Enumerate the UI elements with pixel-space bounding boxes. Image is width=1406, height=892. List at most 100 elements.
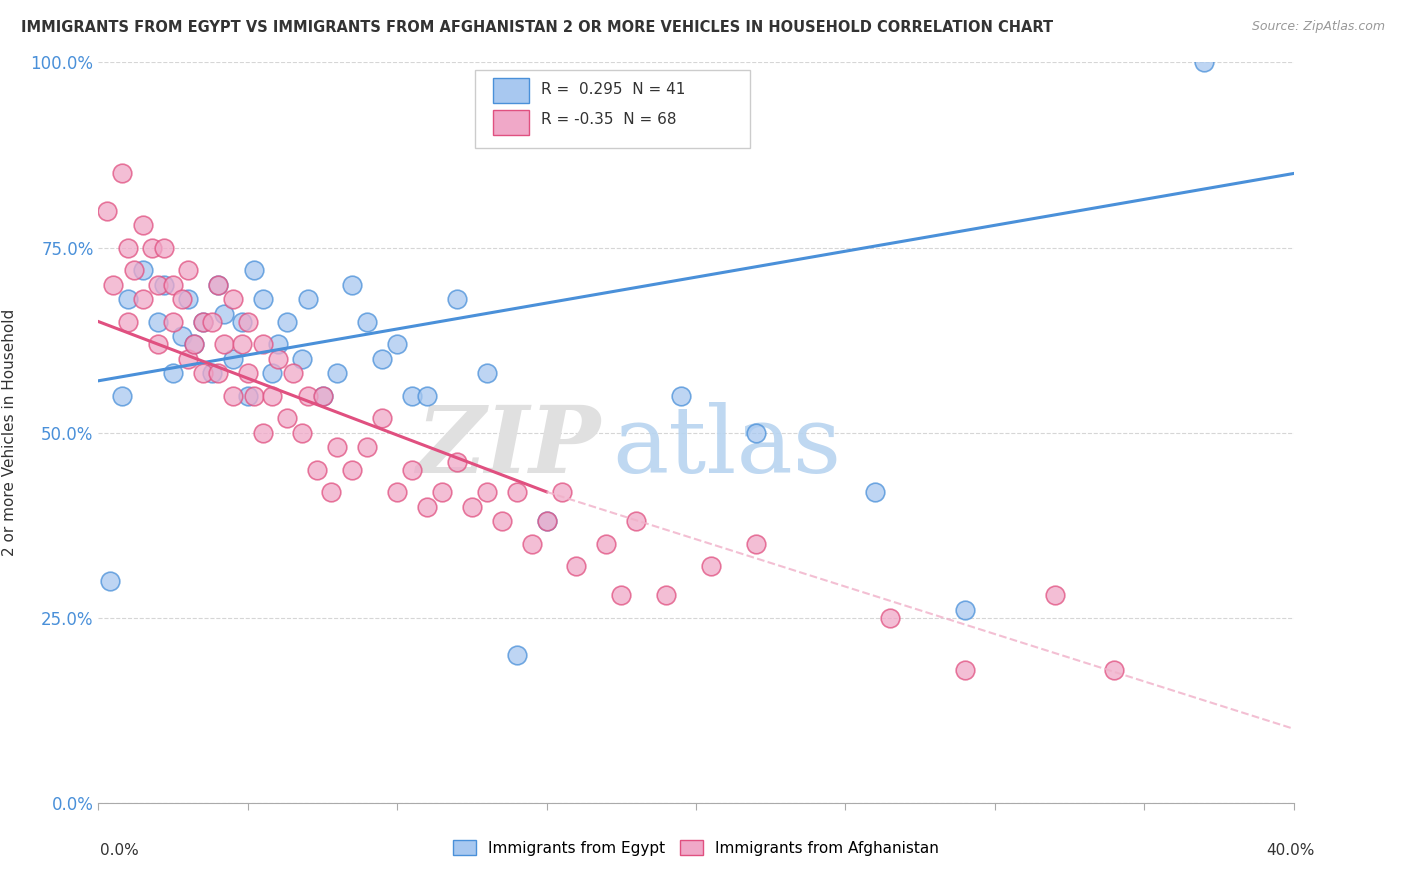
- Point: [236, 314, 259, 328]
- Point: [177, 262, 200, 277]
- Point: [356, 441, 378, 455]
- Point: [305, 462, 328, 476]
- Point: [111, 388, 134, 402]
- Point: [243, 262, 266, 277]
- Point: [297, 388, 319, 402]
- Point: [191, 314, 214, 328]
- Point: [191, 367, 214, 381]
- Point: [212, 336, 235, 351]
- Point: [565, 558, 588, 573]
- Point: [177, 351, 200, 366]
- Point: [243, 388, 266, 402]
- Point: [506, 484, 529, 499]
- Point: [162, 367, 184, 381]
- Point: [222, 293, 245, 307]
- Point: [148, 336, 170, 351]
- Point: [371, 351, 394, 366]
- Point: [260, 367, 283, 381]
- Point: [1043, 589, 1066, 603]
- Point: [117, 314, 139, 328]
- Point: [401, 388, 423, 402]
- Point: [183, 336, 205, 351]
- Point: [385, 336, 409, 351]
- Text: Source: ZipAtlas.com: Source: ZipAtlas.com: [1251, 20, 1385, 33]
- Point: [172, 293, 194, 307]
- Point: [231, 314, 253, 328]
- Point: [953, 663, 976, 677]
- Point: [281, 367, 304, 381]
- Point: [416, 388, 439, 402]
- Point: [371, 410, 394, 425]
- Point: [326, 441, 349, 455]
- Text: IMMIGRANTS FROM EGYPT VS IMMIGRANTS FROM AFGHANISTAN 2 OR MORE VEHICLES IN HOUSE: IMMIGRANTS FROM EGYPT VS IMMIGRANTS FROM…: [21, 20, 1053, 35]
- Point: [236, 388, 259, 402]
- Legend: Immigrants from Egypt, Immigrants from Afghanistan: Immigrants from Egypt, Immigrants from A…: [447, 834, 945, 862]
- Point: [626, 515, 648, 529]
- Point: [745, 536, 768, 550]
- Point: [356, 314, 378, 328]
- Point: [342, 462, 364, 476]
- Point: [132, 293, 155, 307]
- Point: [267, 351, 290, 366]
- Point: [117, 293, 139, 307]
- Point: [236, 367, 259, 381]
- Point: [291, 351, 314, 366]
- Y-axis label: 2 or more Vehicles in Household: 2 or more Vehicles in Household: [1, 309, 17, 557]
- Point: [385, 484, 409, 499]
- Point: [162, 314, 184, 328]
- Point: [491, 515, 513, 529]
- Point: [252, 293, 274, 307]
- Point: [520, 536, 543, 550]
- Text: 0.0%: 0.0%: [100, 843, 139, 858]
- Point: [291, 425, 314, 440]
- Point: [260, 388, 283, 402]
- Point: [207, 277, 229, 292]
- Point: [475, 367, 498, 381]
- Point: [117, 240, 139, 255]
- Point: [177, 293, 200, 307]
- Point: [124, 262, 146, 277]
- Point: [430, 484, 453, 499]
- Point: [446, 293, 468, 307]
- FancyBboxPatch shape: [494, 78, 529, 103]
- Point: [201, 367, 224, 381]
- Point: [148, 277, 170, 292]
- Point: [401, 462, 423, 476]
- Point: [231, 336, 253, 351]
- Point: [326, 367, 349, 381]
- Point: [153, 240, 176, 255]
- Point: [191, 314, 214, 328]
- Point: [132, 262, 155, 277]
- Point: [252, 336, 274, 351]
- Point: [96, 203, 118, 218]
- Point: [342, 277, 364, 292]
- Point: [1192, 55, 1215, 70]
- Point: [1104, 663, 1126, 677]
- FancyBboxPatch shape: [494, 110, 529, 135]
- Text: 40.0%: 40.0%: [1267, 843, 1315, 858]
- Point: [148, 314, 170, 328]
- Point: [865, 484, 887, 499]
- Point: [132, 219, 155, 233]
- Point: [153, 277, 176, 292]
- Point: [311, 388, 333, 402]
- Point: [953, 603, 976, 617]
- Point: [595, 536, 617, 550]
- Point: [252, 425, 274, 440]
- Point: [207, 277, 229, 292]
- Text: R = -0.35  N = 68: R = -0.35 N = 68: [541, 112, 676, 127]
- Point: [267, 336, 290, 351]
- Point: [669, 388, 692, 402]
- Point: [879, 610, 901, 624]
- Point: [475, 484, 498, 499]
- Point: [461, 500, 484, 514]
- Point: [321, 484, 343, 499]
- Point: [172, 329, 194, 343]
- Point: [655, 589, 678, 603]
- Point: [111, 166, 134, 180]
- Point: [550, 484, 572, 499]
- FancyBboxPatch shape: [475, 70, 749, 147]
- Point: [201, 314, 224, 328]
- Point: [162, 277, 184, 292]
- Point: [745, 425, 768, 440]
